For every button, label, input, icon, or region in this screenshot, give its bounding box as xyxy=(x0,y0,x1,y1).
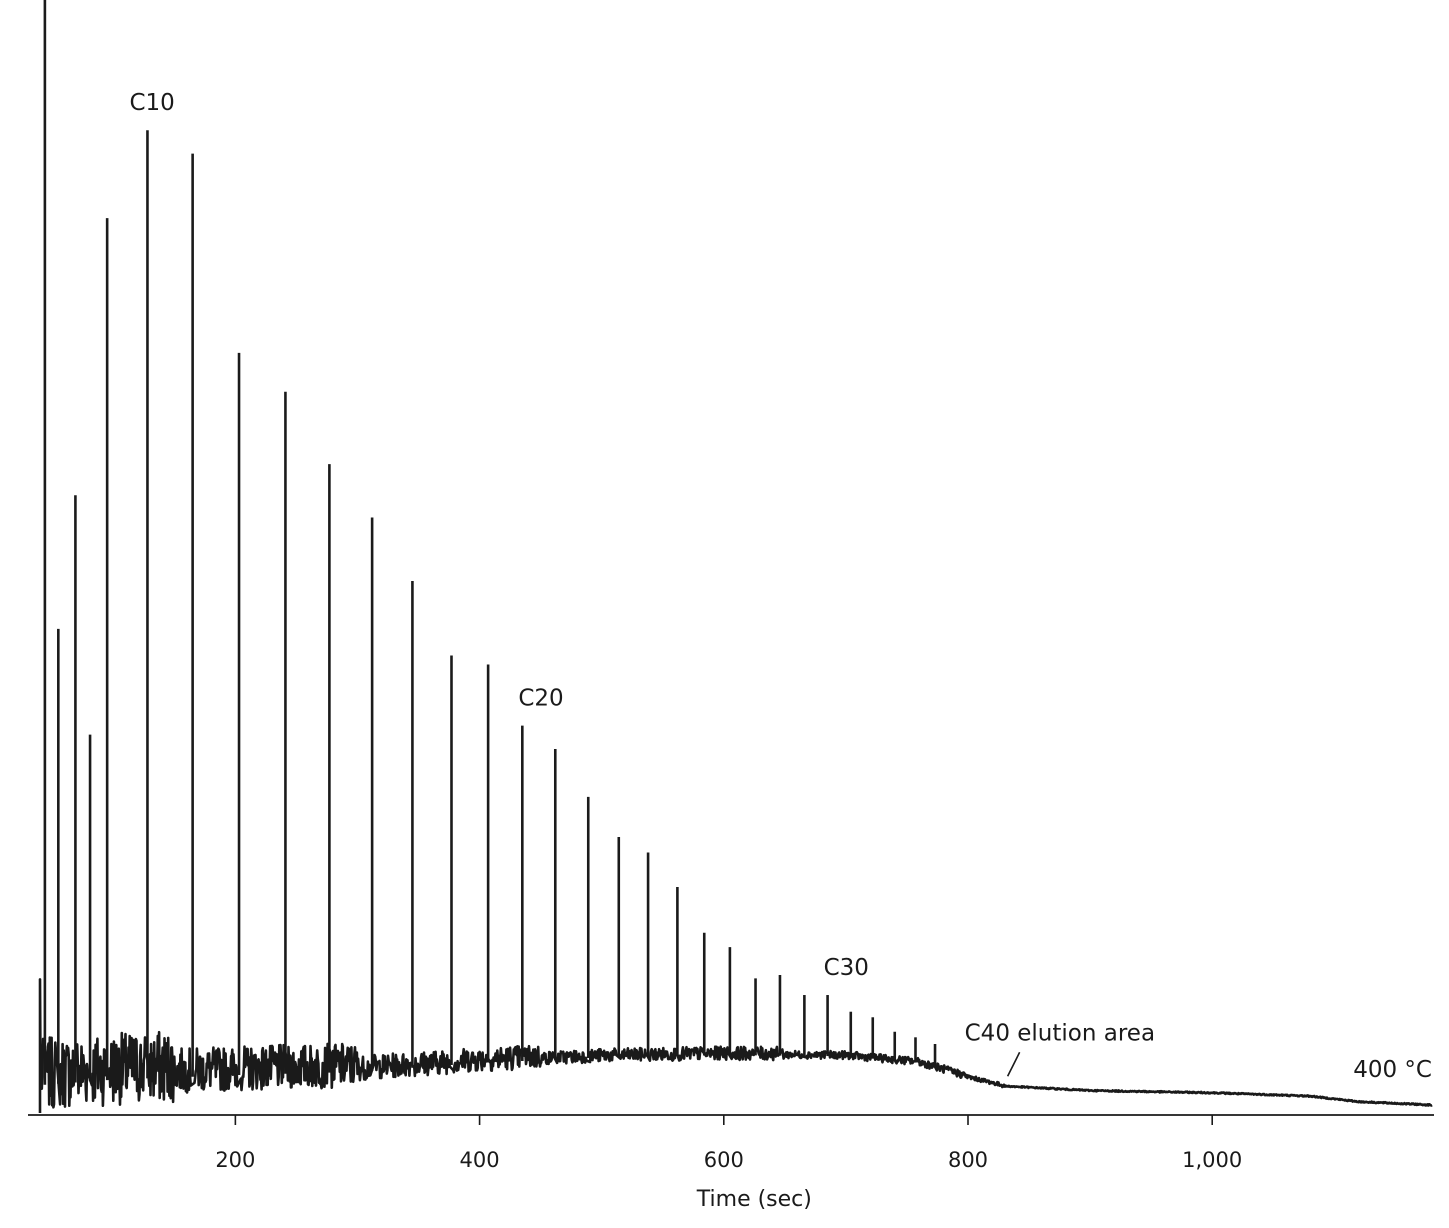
x-tick-label: 200 xyxy=(215,1148,255,1172)
peak-annotations: C10 C20 C30 C40 elution area 400 °C xyxy=(129,90,1432,1083)
peak-marks xyxy=(43,0,937,1085)
x-tick-label: 400 xyxy=(460,1148,500,1172)
x-tick-label: 800 xyxy=(948,1148,988,1172)
x-ticks: 200 400 600 800 1,000 xyxy=(215,1115,1242,1172)
annotation-c20: C20 xyxy=(518,686,563,712)
x-tick-label: 1,000 xyxy=(1182,1148,1242,1172)
x-axis-title: Time (sec) xyxy=(696,1187,812,1212)
annotation-c10: C10 xyxy=(129,90,174,116)
plot-area xyxy=(38,0,1433,1113)
annotation-c40: C40 elution area xyxy=(965,1020,1155,1046)
x-tick-label: 600 xyxy=(704,1148,744,1172)
annotation-400: 400 °C xyxy=(1353,1057,1432,1083)
annotation-c30: C30 xyxy=(824,955,869,981)
x-axis: 200 400 600 800 1,000 Time (sec) xyxy=(28,1114,1434,1212)
chromatogram-trace xyxy=(38,978,1433,1113)
c40-leader-line xyxy=(1006,1051,1021,1077)
